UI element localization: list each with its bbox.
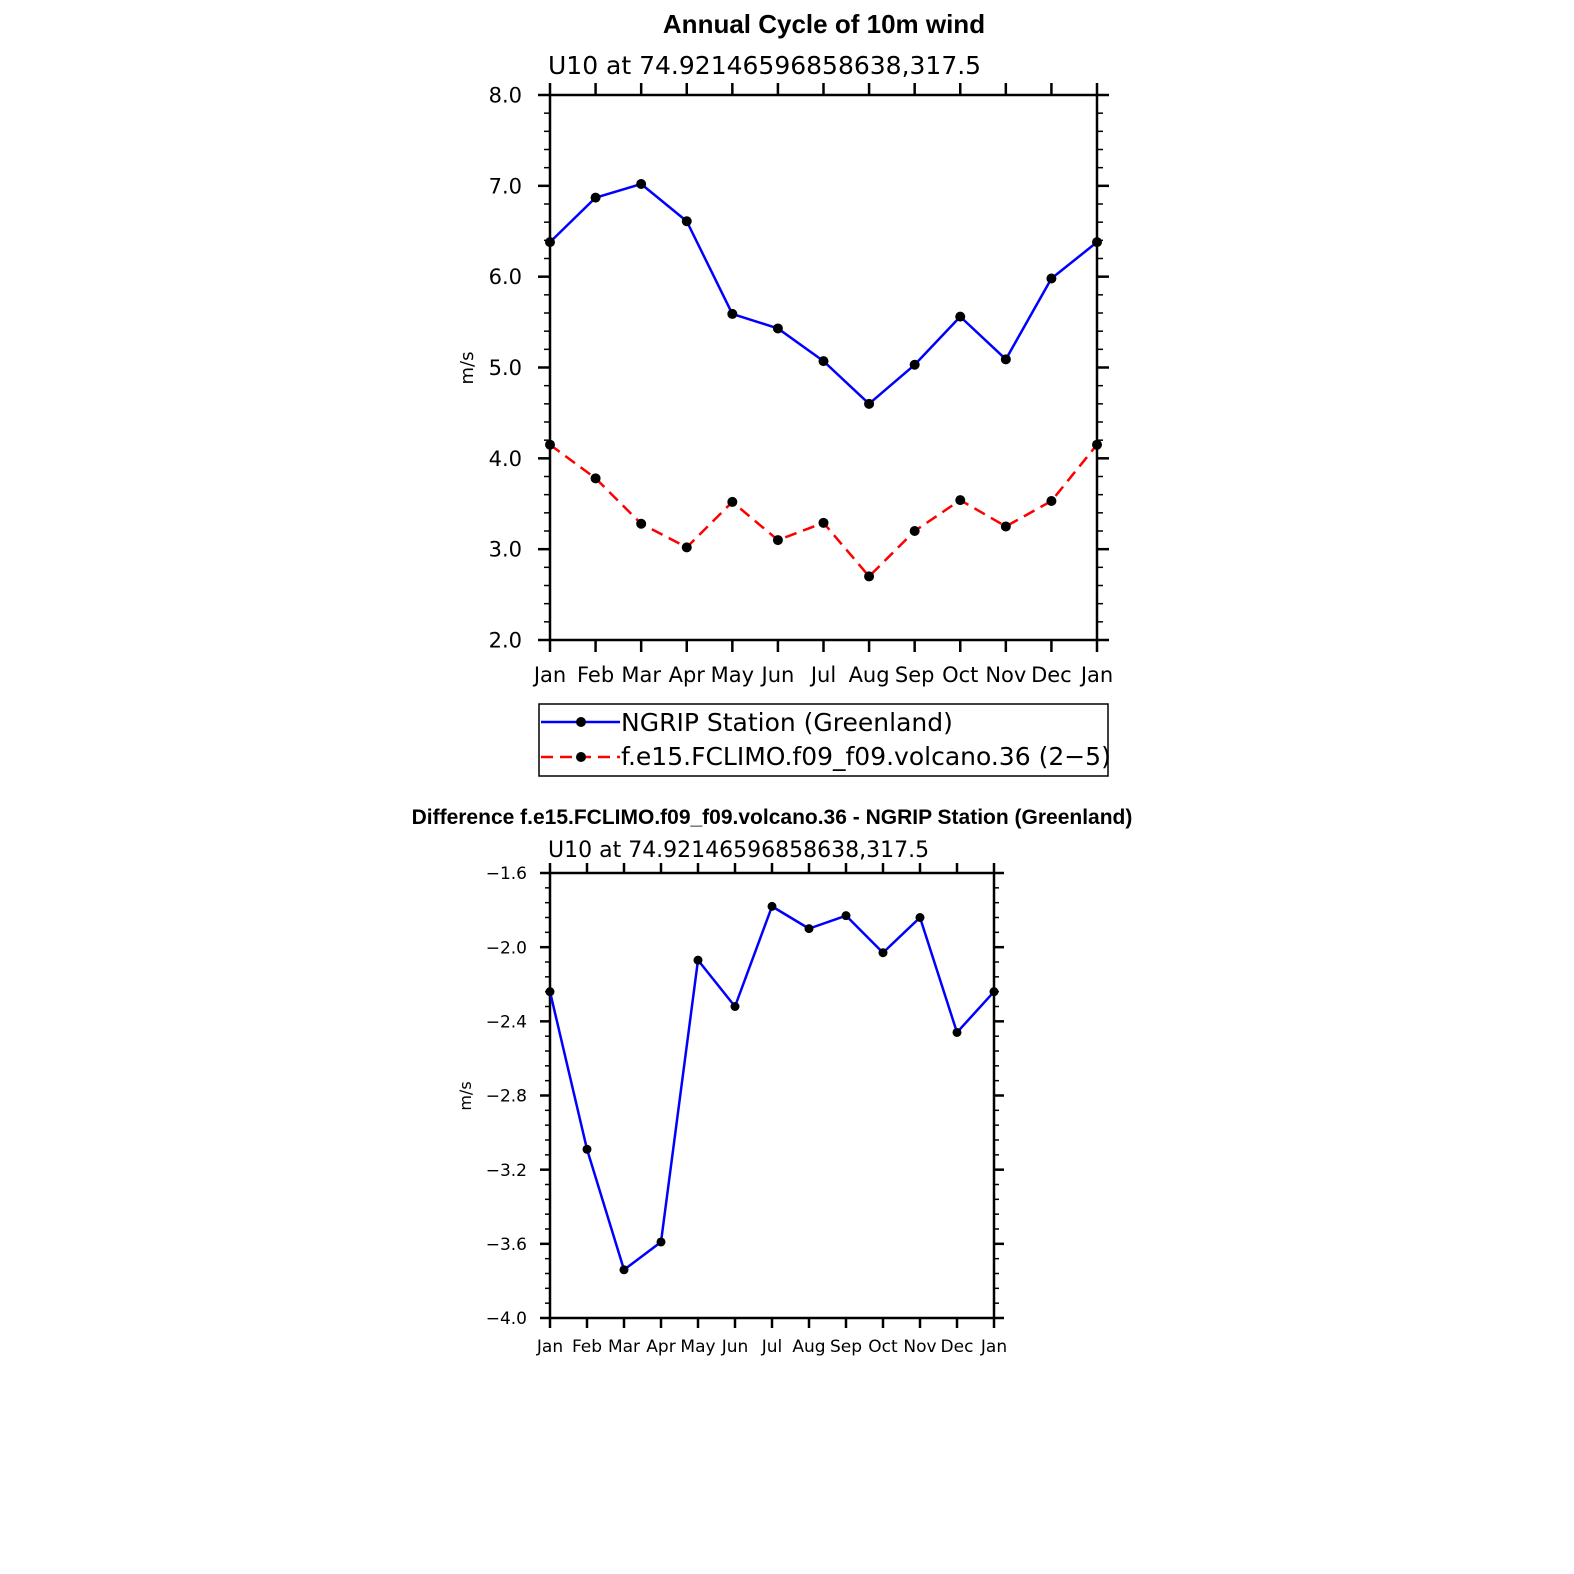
data-point (841, 911, 851, 921)
x-tick-label: Jul (809, 663, 836, 687)
y-tick-label: 3.0 (489, 538, 522, 562)
data-point (656, 1237, 666, 1247)
data-point (681, 216, 692, 227)
x-tick-label: Jul (761, 1337, 783, 1357)
data-point (590, 192, 601, 203)
legend-marker-ngrip (576, 717, 586, 727)
x-tick-label: Apr (669, 663, 706, 687)
data-point (582, 1144, 592, 1154)
data-point (1092, 439, 1102, 450)
data-point (545, 987, 555, 997)
y-tick-label: −2.4 (486, 1012, 527, 1032)
y-tick-label: −4.0 (486, 1309, 527, 1329)
y-tick-label: 5.0 (489, 356, 522, 380)
data-point (909, 526, 920, 536)
x-tick-label: May (680, 1337, 715, 1357)
legend-marker-volcano (576, 752, 586, 762)
y-tick-label: 7.0 (489, 174, 522, 198)
data-point (727, 496, 738, 507)
data-point (878, 948, 888, 958)
data-point (545, 237, 555, 248)
x-tick-label: Aug (792, 1337, 825, 1357)
legend-label-ngrip: NGRIP Station (Greenland) (621, 708, 953, 737)
data-point (989, 987, 999, 997)
data-point (545, 439, 555, 450)
y-tick-label: −1.6 (486, 864, 527, 884)
y-tick-label: −2.0 (486, 938, 527, 958)
x-tick-label: Feb (572, 1337, 602, 1357)
data-point (681, 542, 692, 553)
x-tick-label: Sep (830, 1337, 862, 1357)
y-tick-label: −3.6 (486, 1235, 527, 1255)
data-point (1092, 237, 1102, 248)
series-line-0 (548, 905, 995, 1272)
x-tick-label: Dec (1031, 663, 1072, 687)
data-point (1046, 273, 1057, 284)
x-tick-label: Jan (532, 663, 566, 687)
data-point (767, 901, 777, 911)
x-tick-label: Oct (868, 1337, 898, 1357)
data-point (804, 924, 814, 934)
plot-frame (548, 93, 1099, 642)
chart2-ylabel: m/s (456, 1081, 475, 1110)
legend-box (538, 703, 1109, 777)
x-tick-label: Mar (621, 663, 661, 687)
data-point (772, 535, 783, 546)
y-tick-label: −2.8 (486, 1087, 527, 1107)
data-point (1000, 354, 1011, 365)
data-point (727, 308, 738, 319)
chart1-ylabel: m/s (457, 352, 478, 385)
legend-label-volcano: f.e15.FCLIMO.f09_f09.volcano.36 (2−5) (621, 742, 1111, 771)
data-point (590, 473, 601, 484)
data-point (1046, 496, 1057, 507)
data-point (909, 359, 920, 370)
x-tick-label: Mar (608, 1337, 640, 1357)
data-point (693, 955, 703, 965)
x-tick-label: Oct (942, 663, 978, 687)
x-tick-label: Apr (646, 1337, 675, 1357)
data-point (915, 913, 925, 922)
x-tick-label: Aug (849, 663, 890, 687)
x-tick-label: Feb (577, 663, 614, 687)
chart1-title: Annual Cycle of 10m wind (663, 9, 985, 39)
y-tick-label: 4.0 (489, 447, 522, 471)
y-tick-label: −3.2 (486, 1161, 527, 1181)
chart2-subtitle: U10 at 74.92146596858638,317.5 (548, 838, 929, 863)
x-tick-label: Jan (980, 1337, 1007, 1357)
series-line-1 (549, 443, 1098, 578)
data-point (952, 1027, 962, 1037)
x-tick-label: Sep (895, 663, 935, 687)
data-point (818, 356, 829, 367)
data-point (818, 517, 829, 528)
data-point (636, 518, 647, 529)
x-tick-label: Dec (941, 1337, 974, 1357)
data-point (730, 1002, 740, 1011)
x-tick-label: May (711, 663, 754, 687)
data-point (772, 323, 783, 334)
x-tick-label: Jan (1079, 663, 1113, 687)
y-tick-label: 6.0 (489, 265, 522, 289)
x-tick-label: Jun (760, 663, 795, 687)
y-tick-label: 8.0 (489, 84, 522, 108)
x-tick-label: Jun (721, 1337, 749, 1357)
data-point (955, 311, 966, 322)
chart1-legend: NGRIP Station (Greenland) f.e15.FCLIMO.f… (538, 703, 1111, 777)
chart2-title: Difference f.e15.FCLIMO.f09_f09.volcano.… (412, 806, 1133, 829)
x-tick-label: Jan (536, 1337, 563, 1357)
data-point (955, 495, 966, 506)
data-point (636, 179, 647, 190)
y-tick-label: 2.0 (489, 629, 522, 653)
series-line-0 (549, 182, 1098, 406)
x-tick-label: Nov (903, 1337, 936, 1357)
data-point (864, 398, 875, 409)
data-point (864, 571, 875, 582)
data-point (619, 1265, 629, 1275)
chart1-subtitle: U10 at 74.92146596858638,317.5 (548, 51, 981, 80)
data-point (1000, 521, 1011, 532)
x-tick-label: Nov (985, 663, 1026, 687)
